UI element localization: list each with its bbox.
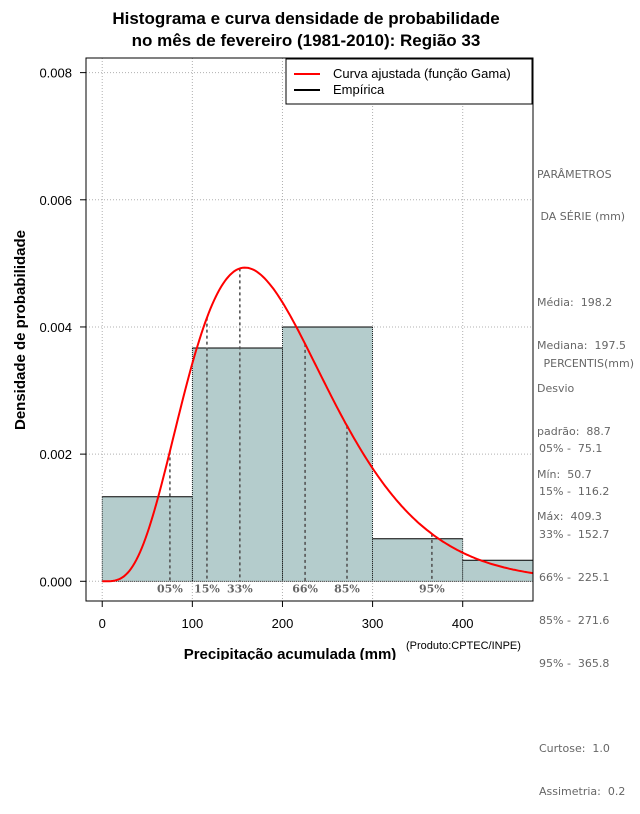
histogram-bar [282,326,373,582]
p85-value: 85% - 271.6 [539,613,610,627]
x-tick-label: 100 [181,616,203,631]
params-title-1: PARÂMETROS [537,167,612,181]
histogram-bar [372,538,463,582]
mediana-value: Mediana: 197.5 [537,338,626,352]
max-value: Máx: 409.3 [537,510,602,524]
percentile-label: 05% [157,582,183,595]
chart-svg: Histograma e curva densidade de probabil… [12,9,534,660]
percentile-label: 95% [419,582,445,595]
x-tick-label: 300 [362,616,384,631]
assimetria-value: Assimetria: 0.2 [539,784,626,798]
y-tick-label: 0.004 [39,320,72,335]
y-tick-label: 0.006 [39,193,72,208]
media-value: Média: 198.2 [537,295,613,309]
p66-value: 66% - 225.1 [539,570,610,584]
p33-value: 33% - 152.7 [539,527,610,541]
gamma-curve [102,266,533,583]
percentile-label: 66% [292,582,318,595]
p05-value: 05% - 75.1 [539,442,603,456]
p15-value: 15% - 116.2 [539,484,610,498]
x-axis-label: Precipitação acumulada (mm) [184,646,397,660]
y-tick-label: 0.002 [39,447,72,462]
desvio-value: padrão: 88.7 [537,424,611,438]
histogram-bar [462,560,533,582]
x-tick-label: 400 [452,616,474,631]
percentile-label: 15% [194,582,220,595]
series-parameters-panel: PARÂMETROS DA SÉRIE (mm) Média: 198.2 Me… [537,139,626,539]
product-credit: (Produto:CPTEC/INPE) [406,640,521,652]
legend-box [285,58,533,105]
axes: 0 100 200 300 400 0.000 0.002 0.004 0.006 0.008 [39,57,534,631]
legend: Curva ajustada (função Gama)Empírica [285,58,533,105]
min-value: Mín: 50.7 [537,467,592,481]
curtose-value: Curtose: 1.0 [539,742,610,756]
x-tick-label: 0 [99,616,106,631]
histogram-bar [102,496,193,582]
y-tick-label: 0.000 [39,574,72,589]
p95-value: 95% - 365.8 [539,656,610,670]
legend-label: Empírica [333,82,385,97]
histogram-bar [192,347,283,582]
legend-label: Curva ajustada (função Gama) [333,66,511,81]
desvio-label: Desvio [537,381,575,395]
percentile-label: 85% [334,582,360,595]
gamma-curve-group [102,266,533,583]
plot-frame [85,57,534,602]
percentiles-panel: PERCENTIS(mm) 05% - 75.1 15% - 116.2 33%… [537,328,634,814]
chart-subtitle: no mês de fevereiro (1981-2010): Região … [132,31,481,50]
x-tick-label: 200 [272,616,294,631]
y-tick-label: 0.008 [39,66,72,81]
percentile-markers: 05% 15% 33% 66% 85% 95% [157,268,445,595]
params-title-2: DA SÉRIE (mm) [537,210,626,224]
chart-title: Histograma e curva densidade de probabil… [112,9,499,28]
percentis-title: PERCENTIS(mm) [540,356,634,370]
percentile-label: 33% [227,582,253,595]
y-axis-label: Densidade de probabilidade [12,230,29,430]
